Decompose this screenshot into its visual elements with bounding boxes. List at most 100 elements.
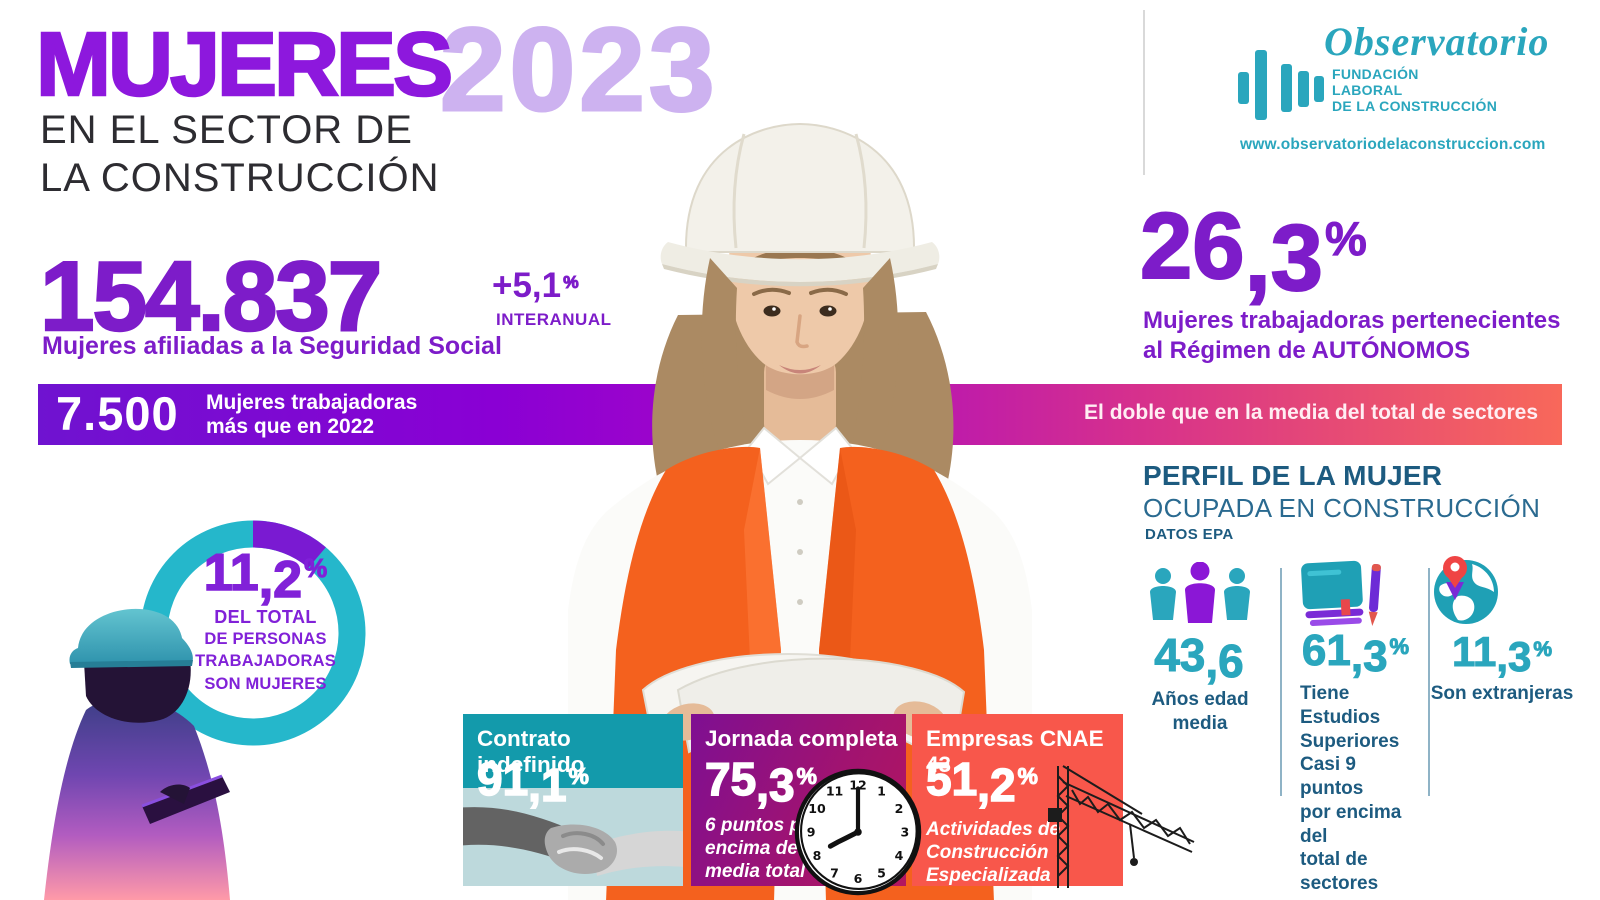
globe-pin-icon — [1434, 556, 1498, 624]
page-title: MUJERES — [35, 14, 455, 117]
stat-label-line: Superiores — [1300, 730, 1400, 752]
card-value: 51,2% — [925, 752, 1038, 811]
svg-text:9: 9 — [807, 824, 816, 839]
stat-divider — [1280, 568, 1282, 796]
value-frac: ,1 — [527, 758, 567, 812]
svg-text:8: 8 — [813, 848, 822, 863]
card-title: Empresas CNAE 43 — [926, 726, 1104, 777]
value-frac: ,3 — [1350, 631, 1388, 681]
value-int: 75 — [704, 752, 757, 806]
svg-text:10: 10 — [808, 801, 826, 816]
header-divider — [1143, 10, 1145, 175]
website-link[interactable]: www.observatoriodelaconstruccion.com — [1240, 136, 1546, 153]
value-int: 51 — [925, 752, 978, 806]
bar-label: Mujeres trabajadoras más que en 2022 — [206, 391, 417, 440]
card-note-line: de sectores — [705, 884, 820, 886]
autonomos-caption: Mujeres trabajadoras pertenecientes al R… — [1143, 306, 1561, 366]
percent-sign: % — [568, 762, 589, 789]
card-note-line: Actividades de — [926, 819, 1061, 840]
caption-line: Mujeres trabajadoras pertenecientes — [1143, 307, 1561, 334]
percent-sign: % — [1324, 211, 1367, 265]
bar-label-line: más que en 2022 — [206, 415, 375, 439]
stat-label: Tiene Estudios Superiores Casi 9 puntos … — [1300, 682, 1423, 896]
value-frac: ,6 — [1205, 634, 1244, 687]
bar-note: El doble que en la media del total de se… — [1084, 401, 1538, 424]
svg-text:12: 12 — [849, 777, 866, 792]
stat-divider — [1428, 568, 1430, 796]
value-frac: ,2 — [976, 758, 1016, 812]
svg-text:2: 2 — [895, 801, 904, 816]
worker-silhouette-photo — [44, 608, 230, 900]
value-int: 26 — [1139, 192, 1246, 299]
card-title: Contrato indefinido — [477, 726, 585, 777]
card-note-line: Especializada — [926, 865, 1051, 886]
stat-label-line: Años edad media — [1151, 689, 1249, 734]
stat-label-line: Casi 9 puntos — [1300, 754, 1364, 799]
caption-line: al Régimen de AUTÓNOMOS — [1143, 337, 1471, 364]
interannual-label: INTERANUAL — [496, 310, 612, 329]
svg-text:6: 6 — [854, 871, 863, 886]
profile-subtitle: OCUPADA EN CONSTRUCCIÓN — [1143, 493, 1541, 523]
stat-label: Son extranjeras — [1427, 682, 1577, 706]
logo-org-line: LABORAL — [1332, 82, 1403, 99]
svg-text:7: 7 — [830, 865, 839, 880]
value-frac: ,3 — [1496, 633, 1532, 681]
bar-value: 7.500 — [56, 387, 179, 440]
card-note-line: 6 puntos por — [705, 815, 821, 836]
stat-value: 11,3% — [1432, 628, 1572, 681]
card-note-line: Construcción — [926, 842, 1049, 864]
logo-org-line: FUNDACIÓN — [1332, 66, 1419, 82]
value-int: 91 — [476, 752, 529, 806]
card-value: 91,1% — [476, 752, 589, 811]
card-cnae43: Empresas CNAE 43 51,2% Actividades de Co… — [912, 714, 1123, 886]
percent-sign: % — [796, 762, 817, 789]
percent-sign: % — [1017, 762, 1038, 789]
bar-chart-logo-icon — [1238, 50, 1324, 120]
card-title: Jornada completa — [705, 726, 898, 751]
stat-foreigners: 11,3% Son extranjeras — [1431, 560, 1574, 706]
card-note: 6 puntos por encima de la media total de… — [705, 814, 820, 886]
donut-caption-line: DEL TOTAL — [214, 607, 317, 627]
svg-text:1: 1 — [877, 783, 886, 798]
stat-higher-education: 61,3% Tiene Estudios Superiores Casi 9 p… — [1288, 560, 1423, 896]
stat-label-line: por encima del — [1300, 801, 1402, 847]
affiliated-women-value: 154.837 — [39, 240, 384, 353]
title-year: 2023 — [439, 3, 719, 138]
svg-text:4: 4 — [895, 848, 904, 863]
value-int: 11 — [203, 543, 259, 603]
card-note-line: media total — [705, 861, 806, 883]
stat-label-line: total de sectores — [1300, 849, 1379, 894]
stat-value: 61,3% — [1288, 626, 1423, 682]
subtitle-line: LA CONSTRUCCIÓN — [40, 156, 440, 200]
value-frac: ,2 — [258, 550, 303, 610]
percent-sign: % — [1533, 637, 1553, 661]
svg-text:11: 11 — [826, 783, 843, 798]
value-int: 11 — [1451, 628, 1497, 676]
affiliated-women-caption: Mujeres afiliadas a la Seguridad Social — [42, 332, 502, 360]
svg-text:5: 5 — [877, 865, 886, 880]
stat-label-line: Son extranjeras — [1430, 683, 1574, 704]
stat-label: Años edad media — [1125, 688, 1275, 736]
bar-label-line: Mujeres trabajadoras — [206, 391, 418, 414]
donut-caption-line: TRABAJADORAS — [195, 652, 336, 671]
card-note: Actividades de Construcción Especializad… — [926, 818, 1060, 886]
card-permanent-contract: Contrato indefinido 91,1% — [463, 714, 683, 886]
profile-title: PERFIL DE LA MUJER — [1143, 460, 1443, 491]
logo-wordmark: Observatorio — [1324, 19, 1550, 64]
card-note-line: encima de la — [705, 838, 820, 860]
page-subtitle: EN EL SECTOR DE LA CONSTRUCCIÓN — [40, 106, 440, 202]
value-int: 43 — [1154, 629, 1206, 682]
crane-illustration — [1048, 765, 1195, 888]
card-value: 75,3% — [704, 752, 817, 811]
stat-value: 43,6 — [1130, 628, 1270, 688]
percent-sign: % — [563, 272, 580, 293]
value-int: 61 — [1301, 626, 1351, 676]
subtitle-line: EN EL SECTOR DE — [40, 108, 413, 152]
value-frac: ,3 — [1244, 204, 1324, 311]
delta-number: +5,1 — [492, 266, 562, 305]
donut-caption-line: SON MUJERES — [204, 674, 327, 693]
donut-caption-line: DE PERSONAS — [204, 630, 327, 648]
value-frac: ,3 — [755, 758, 795, 812]
